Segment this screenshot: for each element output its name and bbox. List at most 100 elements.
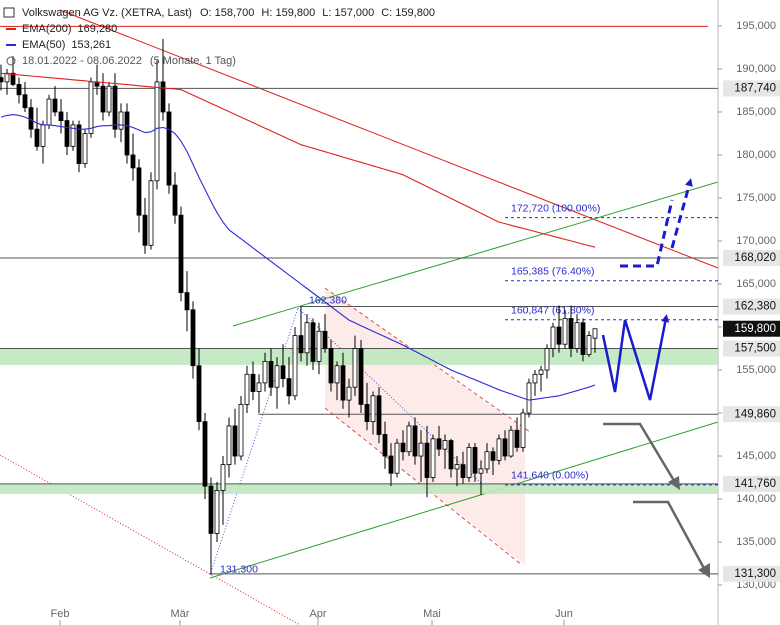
candle-body xyxy=(64,120,70,147)
candle-body xyxy=(490,451,496,461)
clock-icon xyxy=(6,56,16,66)
ema-line xyxy=(0,72,596,248)
candle-body xyxy=(10,72,16,85)
candle-body xyxy=(148,180,154,246)
candle-body xyxy=(514,429,520,448)
candle-body xyxy=(172,184,178,216)
level-box xyxy=(723,80,780,97)
legend-name: EMA(200) xyxy=(22,23,72,35)
candle-body xyxy=(178,214,184,294)
candle-body xyxy=(424,442,430,478)
fib-label: 141,640 (0.00%) xyxy=(511,470,589,482)
ema-line xyxy=(0,114,596,401)
candle-body xyxy=(226,425,232,466)
candle-body xyxy=(370,395,376,423)
candle-body xyxy=(526,382,532,414)
y-tick-label: 165,000 xyxy=(736,278,776,290)
candle-body xyxy=(442,440,448,450)
candle-body xyxy=(190,309,196,367)
candle-body xyxy=(154,81,160,182)
ohlc-label: C: 159,800 xyxy=(381,7,435,19)
candle-body xyxy=(76,124,82,164)
candle-body xyxy=(208,485,214,534)
level-box xyxy=(723,250,780,267)
candle-body xyxy=(562,318,568,345)
candle-body xyxy=(256,382,262,392)
candle-body xyxy=(124,111,130,156)
level-box xyxy=(723,340,780,357)
candle-body xyxy=(460,464,466,478)
candle-body xyxy=(118,111,124,130)
candle-body xyxy=(478,468,484,474)
level-label: 141,760 xyxy=(734,478,776,490)
candle-body xyxy=(244,373,250,405)
candle-body xyxy=(0,77,4,83)
candle-body xyxy=(232,425,238,457)
candle-body xyxy=(142,214,148,246)
candle-body xyxy=(472,447,478,474)
ohlc-label: O: 158,700 xyxy=(200,7,254,19)
candle-body xyxy=(220,464,226,491)
arrow-head xyxy=(698,563,710,578)
candle-body xyxy=(202,421,208,487)
title: Volkswagen AG Vz. (XETRA, Last) xyxy=(22,7,192,19)
x-tick-label: Jun xyxy=(555,608,573,620)
candle-body xyxy=(376,395,382,435)
level-label: 149,860 xyxy=(734,408,776,420)
candle-body xyxy=(196,365,202,423)
forecast-arrow xyxy=(620,199,674,268)
candle-body xyxy=(280,365,286,380)
y-tick-label: 135,000 xyxy=(736,536,776,548)
legend-value: 169,280 xyxy=(78,23,118,35)
candle-body xyxy=(250,373,256,392)
period: (5 Monate, 1 Tag) xyxy=(150,55,236,67)
candle-body xyxy=(502,438,508,457)
candle-body xyxy=(262,361,268,384)
candle-body xyxy=(292,335,298,397)
forecast-arrow xyxy=(633,500,708,573)
candle-body xyxy=(364,404,370,423)
candle-body xyxy=(430,438,436,478)
uptrend-lower xyxy=(209,421,719,579)
candle-body xyxy=(568,318,574,349)
candle-body xyxy=(358,348,364,405)
fib-label: 172,720 (100.00%) xyxy=(511,202,600,214)
forecast-arrow xyxy=(601,314,670,401)
y-tick-label: 140,000 xyxy=(736,493,776,505)
candle-body xyxy=(316,330,322,362)
candle-body xyxy=(586,335,592,355)
candle-body xyxy=(184,292,190,311)
candle-body xyxy=(406,425,412,453)
candle-body xyxy=(484,451,490,470)
last-price-label: 159,800 xyxy=(734,323,776,335)
candle-body xyxy=(322,330,328,349)
candle-body xyxy=(82,133,88,164)
candle-body xyxy=(106,85,112,113)
candle-body xyxy=(40,124,46,147)
candle-body xyxy=(22,94,28,109)
y-tick-label: 195,000 xyxy=(736,20,776,32)
level-label: 157,500 xyxy=(734,343,776,355)
candle-body xyxy=(166,111,172,186)
y-tick-label: 130,000 xyxy=(736,579,776,591)
x-tick-label: Apr xyxy=(309,608,326,620)
candle-body xyxy=(16,84,22,96)
level-box xyxy=(723,406,780,423)
candle-body xyxy=(286,378,292,397)
candle-body xyxy=(496,438,502,461)
header: Volkswagen AG Vz. (XETRA, Last) O: 158,70… xyxy=(3,7,435,67)
candle-body xyxy=(28,107,34,130)
candle-body xyxy=(508,429,514,457)
y-tick-label: 175,000 xyxy=(736,192,776,204)
candle-body xyxy=(400,442,406,453)
candle-body xyxy=(346,386,352,401)
candle-body xyxy=(328,348,334,384)
candle-body xyxy=(580,322,586,355)
downtrend-line xyxy=(59,9,719,269)
candle-body xyxy=(532,373,538,384)
legend-value: 153,261 xyxy=(71,39,111,51)
price-annotation: 162,380 xyxy=(309,294,347,306)
candle-body xyxy=(340,365,346,401)
candle-body xyxy=(418,442,424,457)
